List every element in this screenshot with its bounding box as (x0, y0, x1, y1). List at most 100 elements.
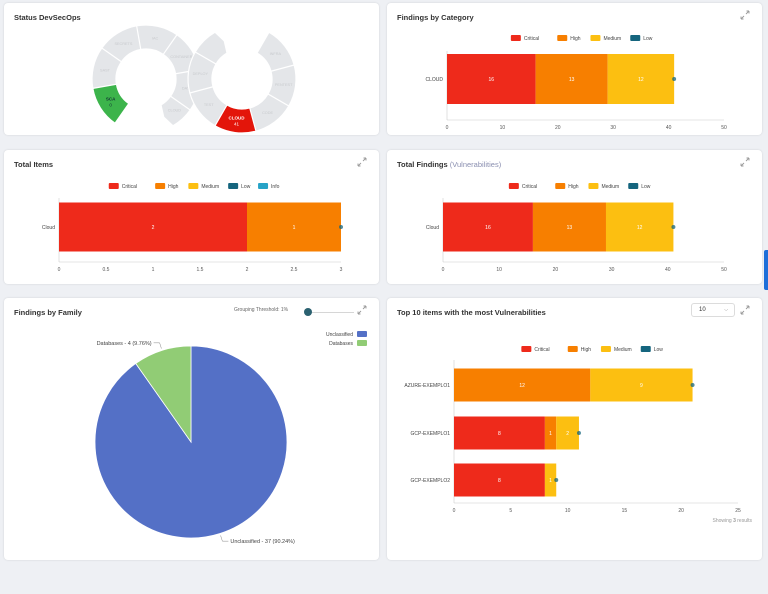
segment-label: PENTEST (275, 83, 293, 87)
legend-label-high: High (570, 36, 581, 42)
x-tick-label: 3 (340, 267, 343, 273)
legend-label-high: High (581, 347, 592, 353)
legend-label-critical: Critical (524, 36, 539, 42)
bar-label-medium: 1 (549, 478, 552, 484)
bar-label-medium: 9 (640, 383, 643, 389)
legend-swatch-high (567, 346, 578, 352)
x-tick-label: 25 (735, 508, 741, 514)
total-findings-card: Total Findings (Vulnerabilities) Critica… (387, 150, 762, 284)
bar-end-marker (690, 383, 695, 387)
bar-label-high: 1 (293, 225, 296, 231)
bar-label-high: 13 (567, 225, 573, 231)
bar-label-critical: 16 (485, 225, 491, 231)
legend-swatch-low (628, 183, 639, 189)
card-title: Top 10 items with the most Vulnerabiliti… (397, 308, 546, 317)
pie-slice-label: Databases - 4 (9.76%) (97, 341, 152, 347)
x-tick-label: 20 (555, 125, 561, 131)
total-findings-chart: Critical High Medium Low 0 10 20 30 40 50 Cloud 16 1… (426, 183, 727, 273)
legend-label-medium: Medium (614, 347, 632, 353)
findings-by-category-chart: Critical High Medium Low 0 10 20 30 40 50 CLOUD 16 1… (425, 35, 727, 131)
x-tick-label: 0 (58, 267, 61, 273)
bar-label-critical: 2 (152, 225, 155, 231)
segment-label: INFRA (270, 52, 282, 56)
legend-swatch-critical (508, 183, 519, 189)
legend-label-low: Low (643, 36, 653, 42)
x-tick-label: 2 (246, 267, 249, 273)
legend-swatch-medium (588, 183, 599, 189)
bar-label-high: 13 (569, 77, 575, 83)
legend-swatch-unclassified (357, 331, 367, 337)
pie-label-line (153, 342, 162, 349)
expand-icon[interactable] (357, 305, 367, 315)
bar-high (544, 416, 557, 450)
bar-critical (454, 416, 545, 450)
legend-label-unclassified: Unclassified (326, 332, 353, 338)
bar-label-critical: 8 (498, 478, 501, 484)
legend-swatch-databases (357, 340, 367, 346)
bar-label-medium: 12 (637, 225, 643, 231)
legend-label-critical: Critical (522, 184, 537, 190)
bar-label-high: 1 (549, 431, 552, 437)
legend-swatch-critical (521, 346, 532, 352)
card-title: Total Items (14, 160, 54, 169)
bar-critical (59, 202, 247, 252)
top10-chart: Critical High Medium Low 0 5 10 15 20 25 AZURE-EXE… (404, 346, 741, 514)
side-panel-tab[interactable] (764, 250, 768, 290)
legend-swatch-low (228, 183, 239, 189)
x-tick-label: 10 (500, 125, 506, 131)
bar-label-medium: 12 (638, 77, 644, 83)
segment-label: CLOUD (168, 108, 182, 112)
category-label: GCP-EXEMPLO2 (411, 478, 451, 484)
chevron-down-icon: ⌵ (724, 307, 728, 313)
expand-icon[interactable] (740, 305, 750, 315)
select-value: 10 (699, 307, 706, 313)
top10-card: Top 10 items with the most Vulnerabiliti… (387, 298, 762, 560)
legend-swatch-medium (590, 35, 601, 41)
pie-label-line (220, 535, 229, 542)
legend-swatch-low (630, 35, 641, 41)
card-title-sub: (Vulnerabilities) (449, 160, 502, 169)
bar-critical (443, 202, 533, 252)
legend-label-high: High (168, 184, 179, 190)
x-tick-label: 1 (152, 267, 155, 273)
bar-end-marker (576, 431, 581, 435)
status-devsecops-card: Status DevSecOps SCA 0 SAST SECRETS IAC CONTA… (4, 3, 379, 135)
segment-label-cloud: CLOUD (229, 116, 246, 121)
bar-high (535, 54, 608, 104)
x-tick-label: 50 (721, 125, 727, 131)
x-tick-label: 30 (610, 125, 616, 131)
card-title: Status DevSecOps (14, 13, 81, 22)
bar-high (532, 202, 606, 252)
card-title-main: Total Findings (397, 160, 448, 169)
bar-end-marker (672, 77, 677, 81)
top-count-select[interactable]: 10 ⌵ (691, 303, 735, 317)
expand-icon[interactable] (740, 10, 750, 20)
x-tick-label: 2.5 (291, 267, 298, 273)
grouping-threshold-slider[interactable] (304, 308, 354, 316)
x-tick-label: 1.5 (197, 267, 204, 273)
bar-medium (605, 202, 674, 252)
bar-label-high: 12 (519, 383, 525, 389)
card-title: Findings by Family (14, 308, 82, 317)
card-title: Total Findings (Vulnerabilities) (397, 160, 501, 169)
bar-label-critical: 16 (489, 77, 495, 83)
legend-label-medium: Medium (603, 36, 621, 42)
category-label: CLOUD (425, 77, 443, 83)
segment-label: CONTAINER (170, 55, 192, 59)
legend-label-medium: Medium (201, 184, 219, 190)
expand-icon[interactable] (357, 157, 367, 167)
x-tick-label: 40 (666, 125, 672, 131)
x-tick-label: 15 (622, 508, 628, 514)
legend-label-critical: Critical (534, 347, 549, 353)
slider-knob[interactable] (304, 308, 312, 316)
expand-icon[interactable] (740, 157, 750, 167)
bar-end-marker (671, 225, 676, 229)
legend-swatch-critical (510, 35, 521, 41)
devsecops-segment (194, 31, 228, 65)
slider-track (306, 311, 354, 313)
total-items-chart: Critical High Medium Low Info 0 0.5 1 1.5 2 2.5 3 Cl… (42, 183, 343, 273)
pie-slice-label: Unclassified - 37 (90.24%) (230, 539, 295, 545)
bar-high (247, 202, 341, 252)
card-title: Findings by Category (397, 13, 474, 22)
